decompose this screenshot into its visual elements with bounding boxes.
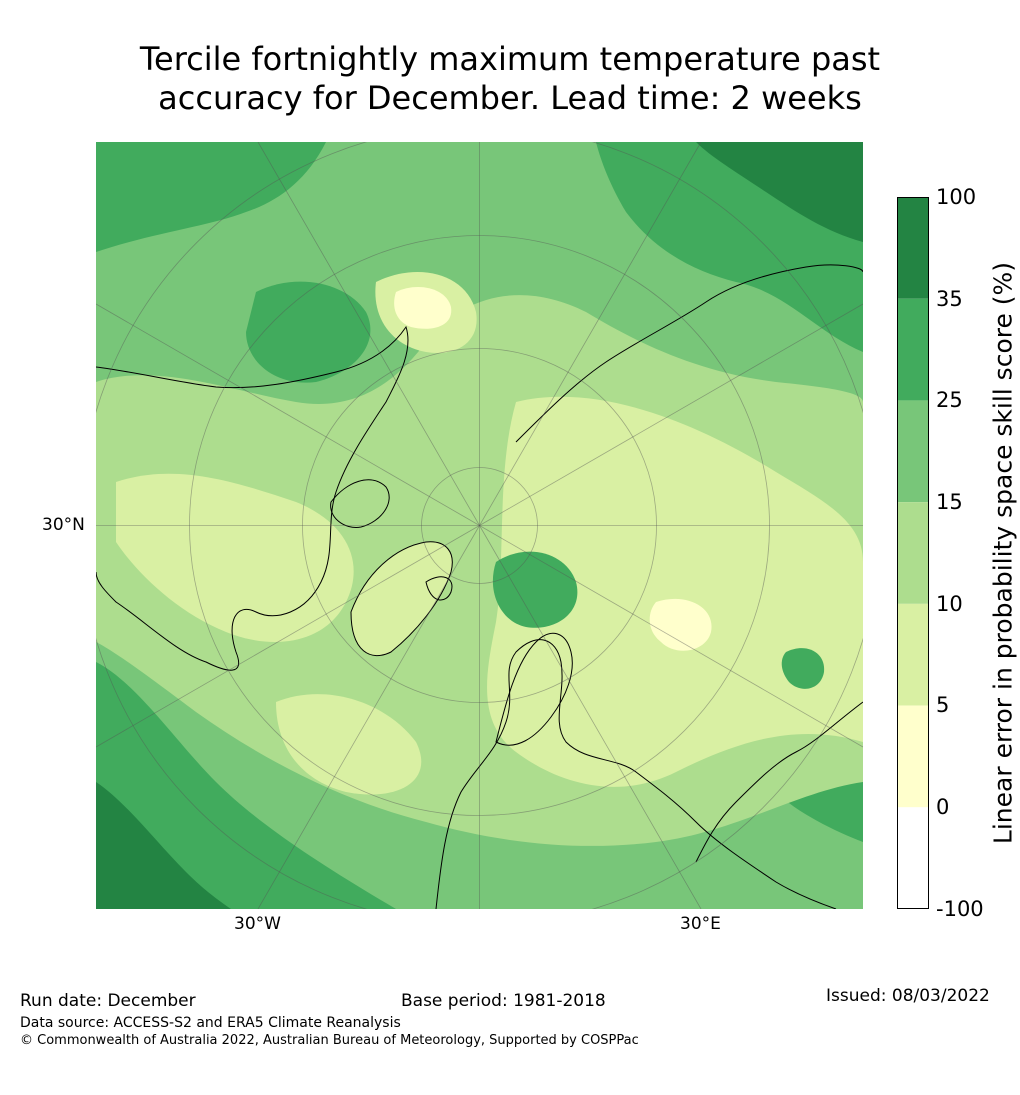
coastline-scandinavia <box>495 632 573 746</box>
lon-label-30w: 30°W <box>234 914 281 934</box>
coastline-north-america <box>96 325 409 671</box>
graticule-circle-80n <box>421 467 538 584</box>
skill-region-high-sw <box>96 662 396 909</box>
colorbar-tick-35: 35 <box>936 287 963 311</box>
data-source: Data source: ACCESS-S2 and ERA5 Climate … <box>20 1015 401 1031</box>
colorbar-segment-4 <box>897 603 929 706</box>
colorbar-segment-5 <box>897 705 929 808</box>
coastline-siberia <box>515 264 863 443</box>
coastline-arctic-islands <box>330 479 453 601</box>
meridian-60e <box>479 525 863 748</box>
skill-region-high-central <box>492 551 578 628</box>
skill-region-high-nw <box>96 142 326 252</box>
chart-title: Tercile fortnightly maximum temperature … <box>0 40 1020 118</box>
copyright: © Commonwealth of Australia 2022, Austra… <box>20 1033 639 1048</box>
colorbar-tick-10: 10 <box>936 592 963 616</box>
skill-region-high-eastasia <box>781 648 825 689</box>
issued-date: Issued: 08/03/2022 <box>826 986 990 1006</box>
colorbar-segment-2 <box>897 400 929 503</box>
graticule-circle-70n <box>302 348 657 703</box>
meridian-30w <box>257 525 480 909</box>
base-period: Base period: 1981-2018 <box>401 991 606 1011</box>
colorbar-tick-100: 100 <box>936 185 977 209</box>
colorbar-segment-1 <box>897 298 929 401</box>
skill-region-top-sw <box>96 782 231 909</box>
colorbar-tick-5: 5 <box>936 693 950 717</box>
meridian-120w <box>96 303 480 526</box>
meridian-150w <box>257 142 480 526</box>
graticule <box>96 142 863 909</box>
colorbar-tick-minus100: -100 <box>936 897 984 921</box>
colorbar-title: Linear error in probability space skill … <box>988 261 1018 845</box>
skill-region-low-atlantic-south <box>276 694 422 795</box>
skill-region-high-atlantic <box>246 281 371 383</box>
colorbar-tick-0: 0 <box>936 795 950 819</box>
coastline-asia-east <box>695 701 863 863</box>
meridian-30e <box>479 525 702 909</box>
polar-skill-map <box>96 142 863 909</box>
meridian-120e <box>479 303 863 526</box>
meridian-150e <box>479 142 702 526</box>
colorbar <box>897 197 929 909</box>
title-line-1: Tercile fortnightly maximum temperature … <box>139 40 881 78</box>
skill-region-verylow-2 <box>649 598 712 651</box>
colorbar-border <box>897 197 929 909</box>
colorbar-tick-15: 15 <box>936 490 963 514</box>
skill-region-top-ne <box>696 142 863 242</box>
skill-region-low-america <box>116 473 354 642</box>
lat-label-30n: 30°N <box>42 515 85 535</box>
run-date: Run date: December <box>20 991 196 1011</box>
title-line-2: accuracy for December. Lead time: 2 week… <box>158 79 862 117</box>
colorbar-segment-0 <box>897 197 929 299</box>
lon-label-30e: 30°E <box>680 914 721 934</box>
greenland-landmass <box>350 541 453 657</box>
colorbar-tick-25: 25 <box>936 388 963 412</box>
graticule-circle-60n <box>189 235 770 816</box>
colorbar-segment-6 <box>897 807 929 909</box>
skill-region-low-eurasia <box>487 396 863 787</box>
colorbar-segment-3 <box>897 502 929 604</box>
skill-region-verylow-1 <box>394 287 452 329</box>
coastline-europe <box>435 639 837 909</box>
meridian-60w <box>96 525 480 748</box>
